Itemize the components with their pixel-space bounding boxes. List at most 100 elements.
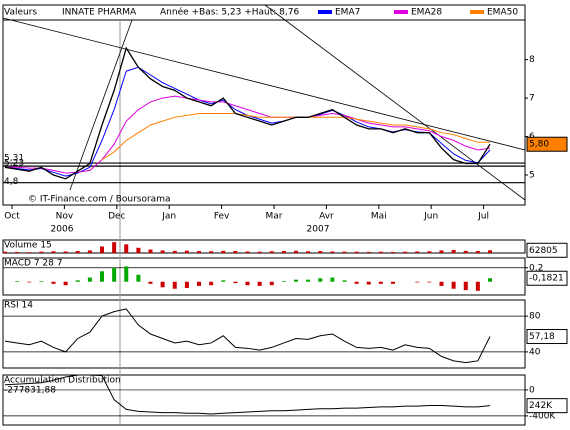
last-value-box xyxy=(526,242,568,258)
bar xyxy=(124,266,129,282)
bar xyxy=(87,277,92,282)
bar xyxy=(197,281,201,286)
y-tick-label: 7 xyxy=(529,94,535,104)
bar xyxy=(463,281,468,291)
bar xyxy=(306,251,311,253)
bar xyxy=(475,281,480,291)
bar xyxy=(294,250,298,253)
bar xyxy=(378,281,383,284)
bar xyxy=(488,250,492,253)
x-tick-label: Avr xyxy=(319,212,334,222)
x-tick-label: Fev xyxy=(214,212,230,222)
y-tick-label: 0 xyxy=(529,385,535,395)
macd-panel xyxy=(2,257,526,296)
bar xyxy=(366,251,371,253)
bar xyxy=(172,250,177,253)
bar xyxy=(3,251,7,253)
bar xyxy=(281,251,286,253)
legend-swatch xyxy=(318,10,332,14)
header-label: Valeurs xyxy=(4,8,37,18)
panel-title: RSI 14 xyxy=(4,301,33,311)
bar xyxy=(27,252,32,253)
bar xyxy=(281,281,286,282)
bar xyxy=(269,251,274,253)
bar xyxy=(136,274,141,282)
bar xyxy=(184,250,189,253)
last-value-label: 242K xyxy=(529,401,553,411)
ad-panel xyxy=(2,374,526,426)
bar xyxy=(330,251,335,253)
bar xyxy=(451,249,456,253)
bar xyxy=(403,251,408,253)
x-tick-label: Mai xyxy=(371,212,387,222)
credit: © IT-Finance.com / Boursorama xyxy=(28,195,170,205)
bar xyxy=(148,281,153,284)
bar xyxy=(330,277,335,282)
bar xyxy=(269,281,274,286)
bar xyxy=(354,281,359,284)
bar xyxy=(27,281,32,283)
rsi-panel xyxy=(2,299,526,369)
year-label: 2007 xyxy=(307,225,330,235)
last-value-box xyxy=(526,270,568,286)
bar xyxy=(415,251,420,253)
price-panel xyxy=(2,4,526,206)
trend-line xyxy=(69,19,133,191)
bar xyxy=(391,281,395,284)
bar xyxy=(39,281,44,282)
bar xyxy=(439,281,444,286)
y-tick-label: 8 xyxy=(529,55,535,65)
bar xyxy=(87,250,92,253)
x-tick-label: Nov xyxy=(56,212,74,222)
y-tick-label: 40 xyxy=(529,347,541,357)
bar xyxy=(245,281,250,286)
bar xyxy=(15,251,20,253)
x-tick-label: Jun xyxy=(423,212,438,222)
bar xyxy=(318,278,323,282)
bar xyxy=(318,251,323,253)
bar xyxy=(221,250,226,253)
legend-label: EMA28 xyxy=(411,8,442,18)
bar xyxy=(294,279,298,282)
bar xyxy=(112,242,117,253)
legend-swatch xyxy=(470,10,484,14)
legend-label: EMA50 xyxy=(487,8,518,18)
bar xyxy=(488,278,492,282)
y-tick-label: 0,2 xyxy=(529,263,543,273)
x-tick-label: Jan xyxy=(161,212,176,222)
bar xyxy=(245,251,250,253)
bar xyxy=(221,280,226,282)
bar xyxy=(415,281,420,283)
panel-subtitle: -277831,88 xyxy=(4,386,56,396)
bar xyxy=(233,251,238,253)
bar xyxy=(75,280,80,282)
volume-panel xyxy=(2,239,526,254)
indicator-line xyxy=(4,374,491,415)
bar xyxy=(463,250,468,253)
price-line xyxy=(4,46,491,180)
y-tick-label: 80 xyxy=(529,312,541,322)
last-value-box xyxy=(526,136,568,152)
bar xyxy=(209,251,214,253)
panel-title: Accumulation Distribution xyxy=(4,376,121,386)
chart-subtitle: Année +Bas: 5,23 +Haut: 8,76 xyxy=(160,7,299,18)
bar xyxy=(257,251,262,253)
bar xyxy=(342,280,347,282)
x-tick-label: Oct xyxy=(4,212,20,222)
bar xyxy=(233,281,238,284)
bar xyxy=(354,251,359,253)
last-value-label: 57,18 xyxy=(529,332,555,342)
bar xyxy=(124,244,129,253)
bar xyxy=(184,281,189,289)
bar xyxy=(160,281,165,288)
bar xyxy=(100,246,104,253)
bar xyxy=(15,281,20,282)
bar xyxy=(378,251,383,253)
panel-title: Volume 15 xyxy=(4,241,52,251)
bar xyxy=(148,249,153,253)
trend-line xyxy=(2,17,526,151)
bar xyxy=(112,267,117,282)
bar xyxy=(160,250,165,253)
bar xyxy=(75,251,80,253)
